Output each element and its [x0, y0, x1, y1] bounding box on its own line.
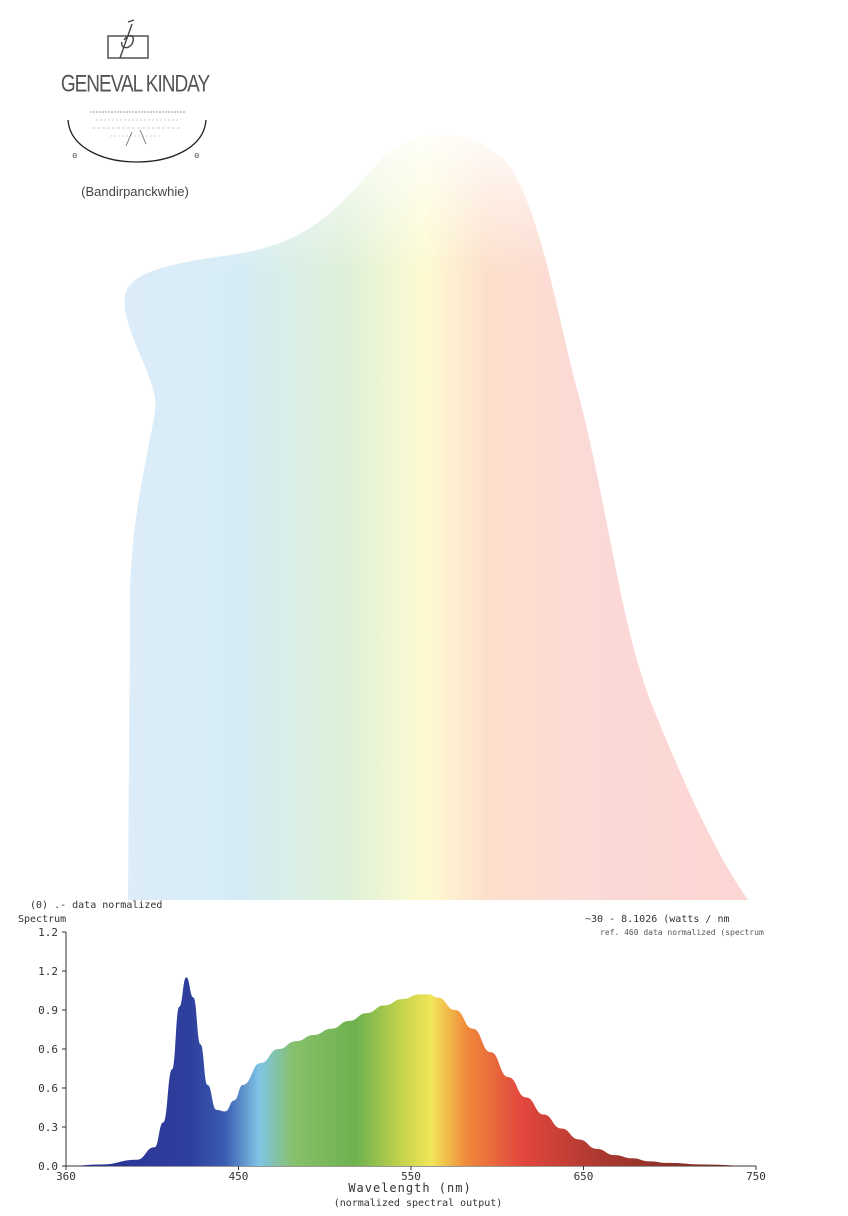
- x-tick-label: 650: [574, 1170, 594, 1183]
- seal-emblem: ɵ ɵ: [67, 111, 207, 163]
- x-axis-sublabel: (normalized spectral output): [334, 1198, 503, 1209]
- spectrum-area-series-0: [66, 977, 756, 1166]
- chart-subtitle: (0) .- data normalized: [30, 900, 162, 911]
- y-tick-label: 0.3: [38, 1121, 58, 1134]
- chart-annotation-sub: ref. 460 data normalized (spectrum: [600, 928, 764, 937]
- logo-block: GENEVAL KINDAY ɵ ɵ (Bandirpanckwhie): [40, 18, 230, 208]
- chart-annotation: ~30 - 8.1026 (watts / nm: [585, 914, 730, 925]
- y-tick-label: 0.9: [38, 1004, 58, 1017]
- y-tick-label: 1.2: [38, 965, 58, 978]
- svg-text:ɵ: ɵ: [72, 151, 77, 161]
- svg-text:ɵ: ɵ: [194, 151, 199, 161]
- x-tick-label: 550: [401, 1170, 421, 1183]
- x-tick-label: 750: [746, 1170, 766, 1183]
- logo-caption: (Bandirpanckwhie): [81, 184, 189, 199]
- x-axis-label: Wavelength (nm): [348, 1181, 471, 1195]
- chart-title: Spectrum: [18, 914, 66, 925]
- y-tick-label: 0.0: [38, 1160, 58, 1173]
- y-axis: 0.0 0.3 0.6 0.6 0.9 1.2 1.2: [38, 926, 67, 1173]
- y-tick-label: 0.6: [38, 1043, 58, 1056]
- y-tick-label: 1.2: [38, 926, 58, 939]
- y-tick-label: 0.6: [38, 1082, 58, 1095]
- x-tick-label: 360: [56, 1170, 76, 1183]
- logo-title: GENEVAL KINDAY: [60, 71, 210, 98]
- box-emblem-icon: [107, 19, 149, 59]
- x-tick-label: 450: [229, 1170, 249, 1183]
- series-layer: [66, 977, 756, 1166]
